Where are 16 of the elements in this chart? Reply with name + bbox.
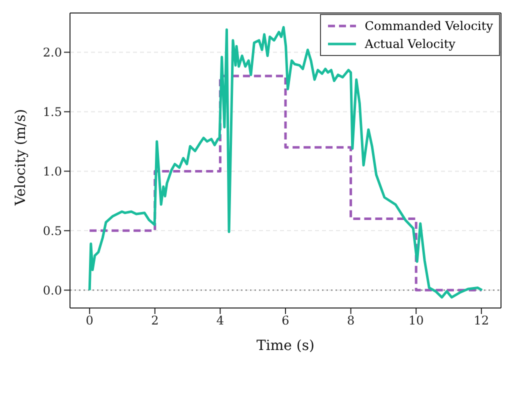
y-tick-label: 1.0 xyxy=(42,164,62,178)
y-axis-title: Velocity (m/s) xyxy=(12,109,29,206)
x-axis-title: Time (s) xyxy=(256,338,314,354)
x-tick-label: 12 xyxy=(474,314,490,328)
x-tick-label: 6 xyxy=(282,314,290,328)
y-tick-label: 2.0 xyxy=(42,46,62,60)
y-tick-label: 0.5 xyxy=(42,224,62,238)
x-tick-label: 4 xyxy=(216,314,224,328)
x-tick-label: 2 xyxy=(151,314,159,328)
x-tick-label: 10 xyxy=(408,314,424,328)
y-tick-label: 0.0 xyxy=(42,283,62,298)
x-tick-label: 8 xyxy=(346,314,355,328)
x-tick-label: 0 xyxy=(86,314,94,328)
legend-label: Commanded Velocity xyxy=(364,18,493,35)
legend-label: Actual Velocity xyxy=(364,36,456,53)
y-tick-label: 1.5 xyxy=(42,104,62,119)
